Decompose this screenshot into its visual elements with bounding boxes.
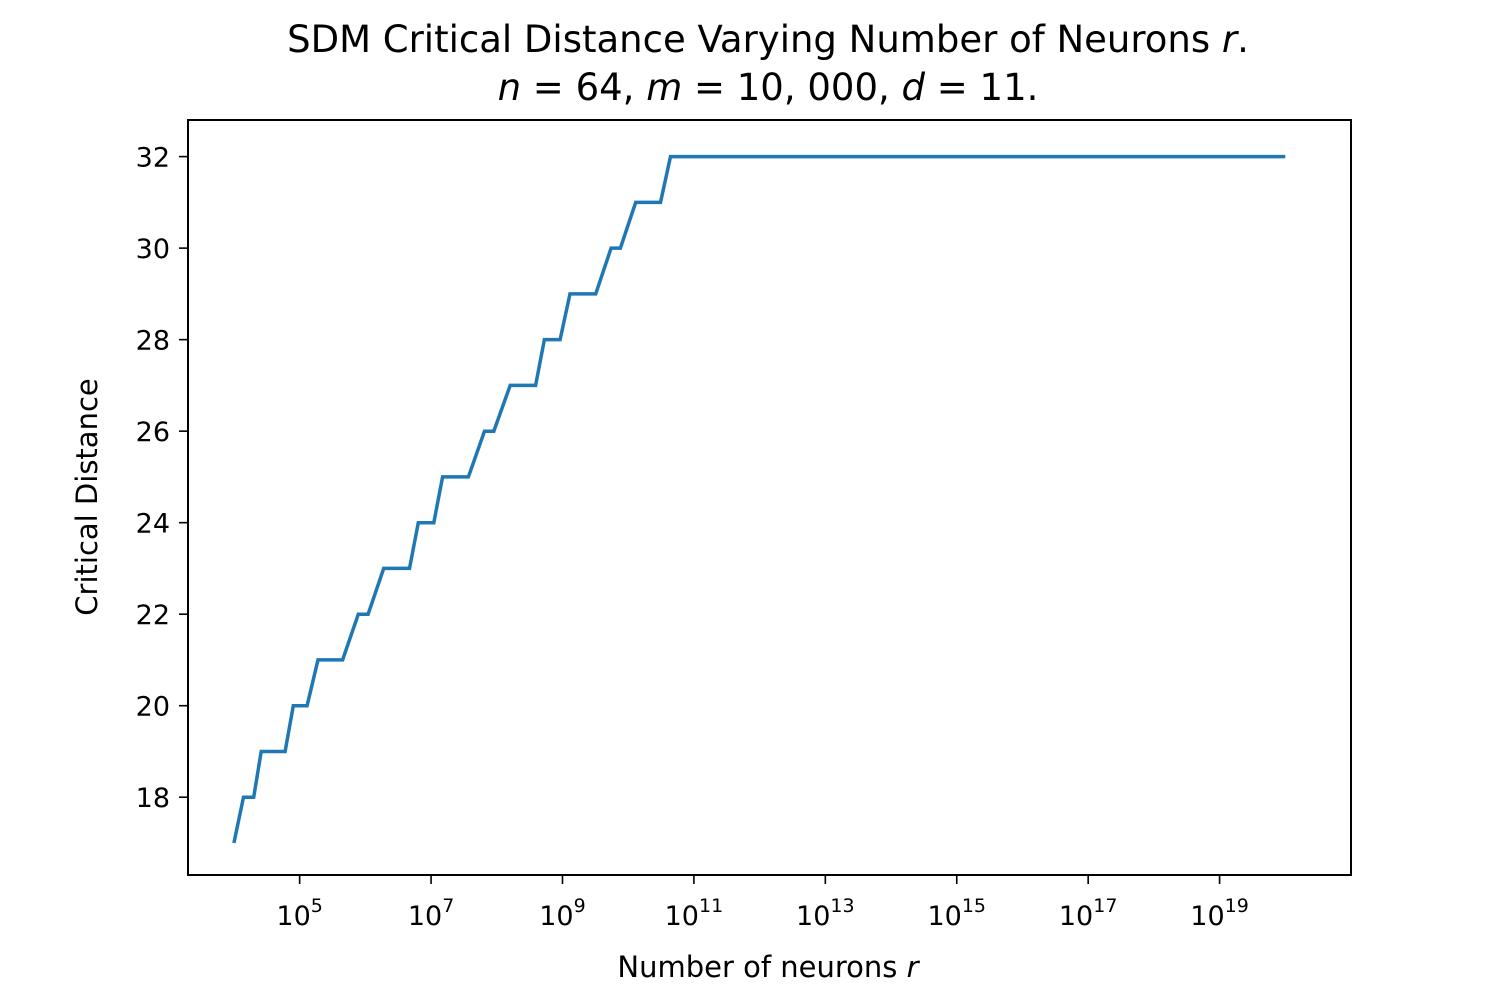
y-axis-label: Critical Distance xyxy=(70,378,104,615)
series-layer xyxy=(232,154,1286,844)
y-tick-label: 24 xyxy=(136,509,170,540)
x-tick-label: 1017 xyxy=(1059,895,1118,932)
series-line xyxy=(232,154,1286,844)
y-tick-label: 30 xyxy=(136,234,170,265)
x-tick-label: 109 xyxy=(539,895,585,932)
x-tick-label: 107 xyxy=(408,895,454,932)
plot-area-frame xyxy=(187,119,1352,876)
y-tick-label: 18 xyxy=(136,783,170,814)
x-tick-label: 1011 xyxy=(665,895,724,932)
y-axis: 18 20 22 24 26 28 30 32 xyxy=(136,143,188,814)
x-tick-label: 1019 xyxy=(1190,895,1249,932)
x-axis: 105 107 109 1011 1013 1015 1017 1019 xyxy=(276,875,1249,932)
x-axis-label: Number of neurons r xyxy=(617,950,920,984)
y-tick-label: 20 xyxy=(136,692,170,723)
x-tick-label: 1015 xyxy=(927,895,986,932)
y-tick-label: 32 xyxy=(136,143,170,174)
x-tick-label: 1013 xyxy=(796,895,855,932)
x-tick-label: 105 xyxy=(276,895,322,932)
chart-title: SDM Critical Distance Varying Number of … xyxy=(287,18,1249,61)
y-tick-label: 26 xyxy=(136,417,170,448)
y-tick-label: 22 xyxy=(136,600,170,631)
y-tick-label: 28 xyxy=(136,326,170,357)
chart-subtitle: n = 64, m = 10, 000, d = 11. xyxy=(498,66,1039,109)
